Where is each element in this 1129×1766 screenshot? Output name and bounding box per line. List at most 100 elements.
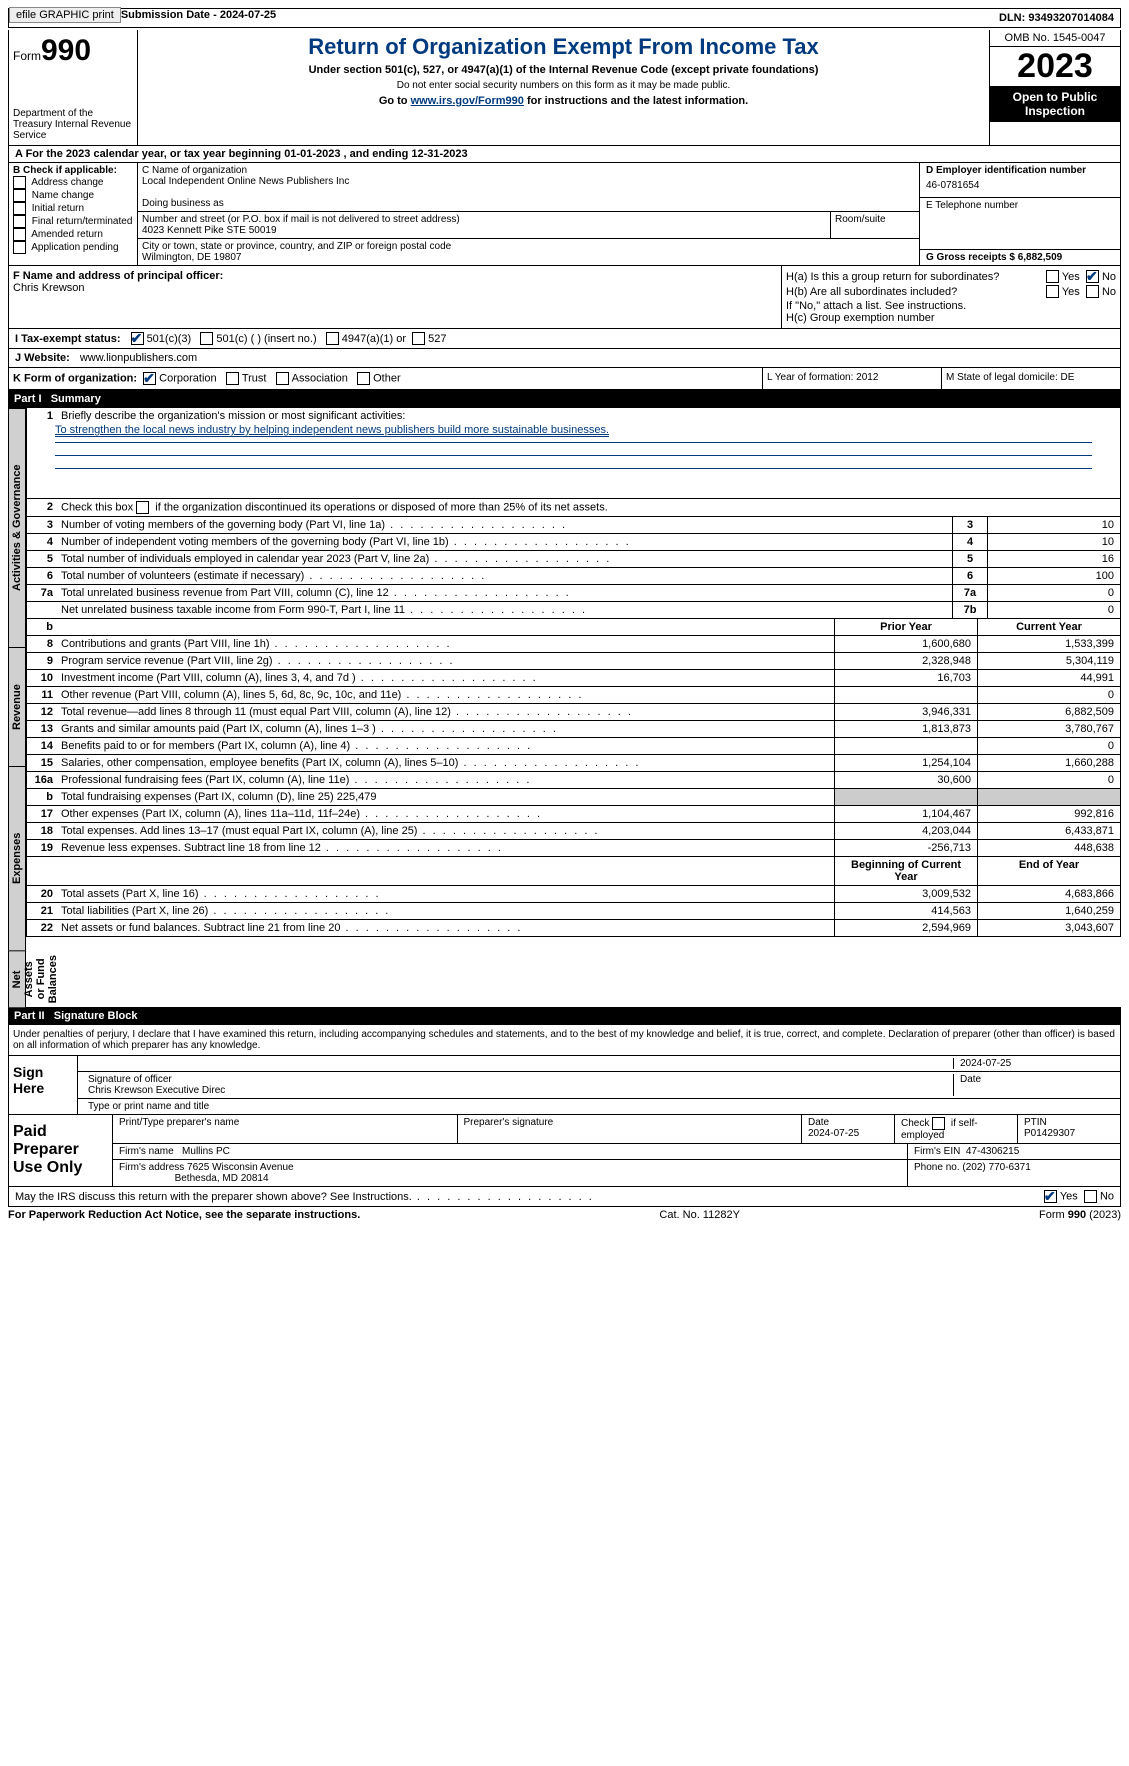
box-b-checkbox[interactable]	[13, 202, 26, 215]
org-form-row: K Form of organization: Corporation Trus…	[8, 368, 1121, 390]
assoc-checkbox[interactable]	[276, 372, 289, 385]
prep-sig-label: Preparer's signature	[458, 1115, 803, 1143]
box-b-checkbox[interactable]	[13, 176, 26, 189]
na-header-row: Beginning of Current YearEnd of Year	[26, 857, 1121, 886]
officer-group-block: F Name and address of principal officer:…	[8, 266, 1121, 329]
box-b-checkbox[interactable]	[13, 241, 26, 254]
form-header: Form990 Department of the Treasury Inter…	[8, 30, 1121, 146]
efile-button[interactable]: efile GRAPHIC print	[9, 7, 121, 23]
527-checkbox[interactable]	[412, 332, 425, 345]
summary-line: Net unrelated business taxable income fr…	[26, 602, 1121, 619]
discuss-question: May the IRS discuss this return with the…	[15, 1191, 412, 1203]
website-value: www.lionpublishers.com	[80, 352, 197, 364]
501c-checkbox[interactable]	[200, 332, 213, 345]
ein-label: D Employer identification number	[926, 165, 1114, 176]
revenue-line: 8Contributions and grants (Part VIII, li…	[26, 636, 1121, 653]
sign-date: 2024-07-25	[954, 1058, 1116, 1069]
perjury-statement: Under penalties of perjury, I declare th…	[8, 1025, 1121, 1056]
box-b-checkbox[interactable]	[13, 215, 26, 228]
h-a-label: H(a) Is this a group return for subordin…	[786, 271, 1046, 283]
sign-here-label: Sign Here	[9, 1056, 78, 1114]
phone-label: E Telephone number	[926, 200, 1114, 211]
website-row: J Website: www.lionpublishers.com	[8, 349, 1121, 368]
ha-no-checkbox[interactable]	[1086, 270, 1099, 283]
box-b-option: Application pending	[13, 241, 133, 254]
net-assets-line: 21Total liabilities (Part X, line 26)414…	[26, 903, 1121, 920]
corp-checkbox[interactable]	[143, 372, 156, 385]
hb-yes-checkbox[interactable]	[1046, 285, 1059, 298]
ein-value: 46-0781654	[926, 176, 1114, 195]
ssn-note: Do not enter social security numbers on …	[142, 80, 985, 91]
begin-year-header: Beginning of Current Year	[834, 857, 977, 885]
top-bar: efile GRAPHIC print Submission Date - 20…	[8, 8, 1121, 28]
line-a-tax-year: A For the 2023 calendar year, or tax yea…	[8, 146, 1121, 163]
website-label: J Website:	[15, 352, 70, 364]
net-assets-line: 22Net assets or fund balances. Subtract …	[26, 920, 1121, 937]
box-b-option: Address change	[13, 176, 133, 189]
revenue-line: 9Program service revenue (Part VIII, lin…	[26, 653, 1121, 670]
expense-line: 13Grants and similar amounts paid (Part …	[26, 721, 1121, 738]
other-checkbox[interactable]	[357, 372, 370, 385]
line-2: 2Check this box if the organization disc…	[26, 499, 1121, 517]
tax-exempt-label: I Tax-exempt status:	[15, 333, 121, 345]
expense-line: 19Revenue less expenses. Subtract line 1…	[26, 840, 1121, 857]
trust-checkbox[interactable]	[226, 372, 239, 385]
hb-no-checkbox[interactable]	[1086, 285, 1099, 298]
discuss-yes-checkbox[interactable]	[1044, 1190, 1057, 1203]
paid-preparer-block: Paid Preparer Use Only Print/Type prepar…	[8, 1115, 1121, 1187]
paid-preparer-label: Paid Preparer Use Only	[9, 1115, 113, 1186]
sig-name-label: Type or print name and title	[82, 1101, 215, 1112]
sig-officer-label: Signature of officer	[88, 1074, 172, 1085]
dba-label: Doing business as	[142, 198, 915, 209]
box-b-checkbox[interactable]	[13, 228, 26, 241]
form-subtitle: Under section 501(c), 527, or 4947(a)(1)…	[142, 64, 985, 76]
addr-label: Number and street (or P.O. box if mail i…	[142, 214, 826, 225]
city-value: Wilmington, DE 19807	[142, 252, 915, 263]
line-1-mission: 1Briefly describe the organization's mis…	[26, 408, 1121, 499]
tax-exempt-row: I Tax-exempt status: 501(c)(3) 501(c) ( …	[8, 329, 1121, 349]
officer-label: F Name and address of principal officer:	[13, 270, 777, 282]
officer-name: Chris Krewson	[13, 282, 777, 294]
irs-link[interactable]: www.irs.gov/Form990	[411, 95, 524, 107]
submission-date: Submission Date - 2024-07-25	[121, 9, 276, 27]
open-to-public: Open to Public Inspection	[990, 86, 1120, 122]
end-year-header: End of Year	[977, 857, 1120, 885]
box-d-e-g: D Employer identification number46-07816…	[919, 163, 1120, 265]
part-2-header: Part II Signature Block	[8, 1007, 1121, 1025]
cat-no: Cat. No. 11282Y	[659, 1209, 740, 1221]
discuss-no-checkbox[interactable]	[1084, 1190, 1097, 1203]
instructions-link-row: Go to www.irs.gov/Form990 for instructio…	[142, 95, 985, 107]
box-b-checkbox[interactable]	[13, 189, 26, 202]
501c3-checkbox[interactable]	[131, 332, 144, 345]
entity-block: B Check if applicable: Address change Na…	[8, 163, 1121, 266]
h-note: If "No," attach a list. See instructions…	[786, 300, 1116, 312]
expense-line: 18Total expenses. Add lines 13–17 (must …	[26, 823, 1121, 840]
org-name-label: C Name of organization	[142, 165, 915, 176]
vert-activities-gov: Activities & Governance	[8, 408, 26, 647]
discuss-row: May the IRS discuss this return with the…	[8, 1187, 1121, 1207]
line2-checkbox[interactable]	[136, 501, 149, 514]
form-number: 990	[41, 34, 91, 67]
vert-net-assets: Net Assets or Fund Balances	[8, 950, 26, 1007]
mission-text: To strengthen the local news industry by…	[55, 424, 609, 437]
city-label: City or town, state or province, country…	[142, 241, 915, 252]
addr-value: 4023 Kennett Pike STE 50019	[142, 225, 826, 236]
room-label: Room/suite	[831, 212, 919, 238]
org-form-label: K Form of organization:	[13, 372, 137, 384]
revenue-line: 12Total revenue—add lines 8 through 11 (…	[26, 704, 1121, 721]
4947-checkbox[interactable]	[326, 332, 339, 345]
efile-label: efile GRAPHIC print	[9, 9, 121, 27]
box-b-option: Amended return	[13, 228, 133, 241]
self-employed-checkbox[interactable]	[932, 1117, 945, 1130]
sig-officer-name: Chris Krewson Executive Direc	[88, 1085, 225, 1096]
firm-name: Mullins PC	[182, 1146, 230, 1157]
ha-yes-checkbox[interactable]	[1046, 270, 1059, 283]
part-1-header: Part I Summary	[8, 390, 1121, 408]
summary-line: 3Number of voting members of the governi…	[26, 517, 1121, 534]
summary-line: 5Total number of individuals employed in…	[26, 551, 1121, 568]
box-b-label: B Check if applicable:	[13, 165, 133, 176]
sig-date-label: Date	[954, 1074, 1116, 1096]
form-word: Form	[13, 49, 41, 63]
box-c: C Name of organizationLocal Independent …	[138, 163, 919, 265]
tax-year: 2023	[990, 47, 1120, 86]
